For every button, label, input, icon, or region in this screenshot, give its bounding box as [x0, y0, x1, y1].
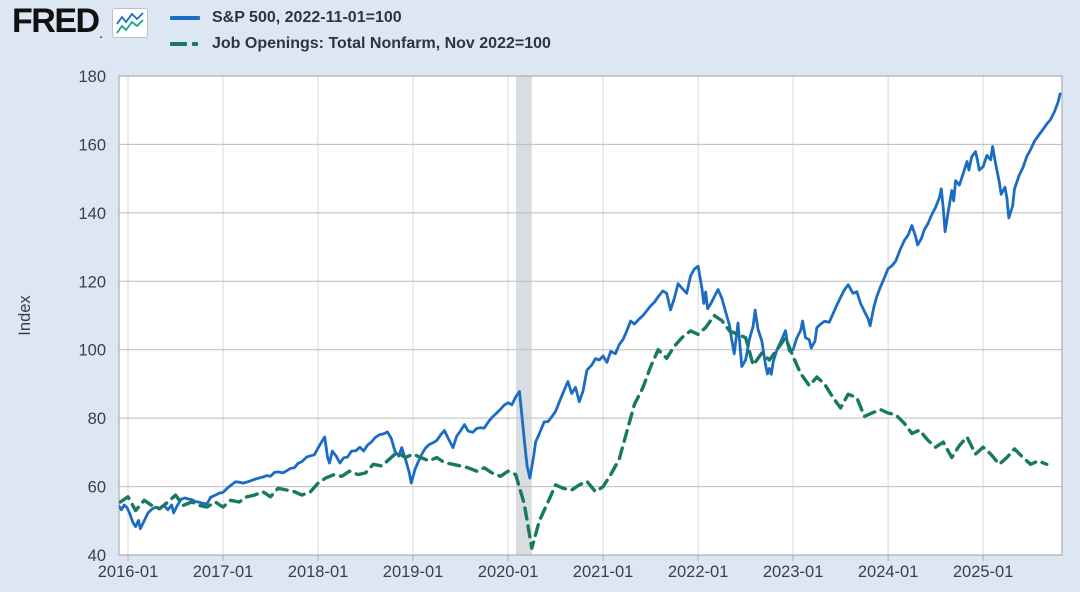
y-axis-title: Index [16, 295, 34, 336]
y-axis-tick-label: 60 [88, 479, 106, 497]
fred-logo-chart-icon [112, 8, 148, 38]
x-axis-tick-label: 2019-01 [383, 563, 444, 581]
fred-logo-text: FRED [12, 2, 100, 40]
plot-background [119, 76, 1062, 555]
x-axis-tick-label: 2022-01 [668, 563, 729, 581]
legend-marker-sp500-line [170, 16, 204, 20]
x-axis-tick-label: 2025-01 [953, 563, 1014, 581]
x-axis-tick-label: 2018-01 [288, 563, 349, 581]
x-axis-tick-label: 2024-01 [858, 563, 919, 581]
legend-marker-job-openings-dash [170, 42, 204, 46]
y-axis-tick-label: 160 [78, 136, 106, 154]
x-axis-tick-label: 2016-01 [98, 563, 159, 581]
legend-label-job-openings: Job Openings: Total Nonfarm, Nov 2022=10… [212, 35, 551, 52]
y-axis-tick-label: 40 [88, 547, 106, 565]
legend-item-sp500[interactable]: S&P 500, 2022-11-01=100 [170, 5, 551, 31]
x-axis-tick-label: 2021-01 [573, 563, 634, 581]
y-axis-tick-label: 80 [88, 410, 106, 428]
legend-label-sp500: S&P 500, 2022-11-01=100 [212, 9, 402, 26]
x-axis-tick-label: 2017-01 [193, 563, 254, 581]
y-axis-tick-label: 180 [78, 68, 106, 86]
sp500-series-line [119, 92, 1062, 531]
chart-legend: S&P 500, 2022-11-01=100 Job Openings: To… [170, 5, 551, 57]
y-axis-tick-label: 140 [78, 205, 106, 223]
y-axis-tick-label: 120 [78, 273, 106, 291]
x-axis-tick-label: 2020-01 [478, 563, 539, 581]
x-axis-tick-label: 2023-01 [763, 563, 824, 581]
fred-logo: FRED. [12, 2, 103, 41]
job-openings-series-line [119, 313, 1049, 550]
legend-item-job-openings[interactable]: Job Openings: Total Nonfarm, Nov 2022=10… [170, 31, 551, 57]
chart-header: FRED. S&P 500, 2022-11-01=100 Job Openin… [0, 0, 1080, 64]
plot-border [118, 75, 1063, 556]
y-axis-tick-label: 100 [78, 342, 106, 360]
recession-band [515, 76, 532, 555]
